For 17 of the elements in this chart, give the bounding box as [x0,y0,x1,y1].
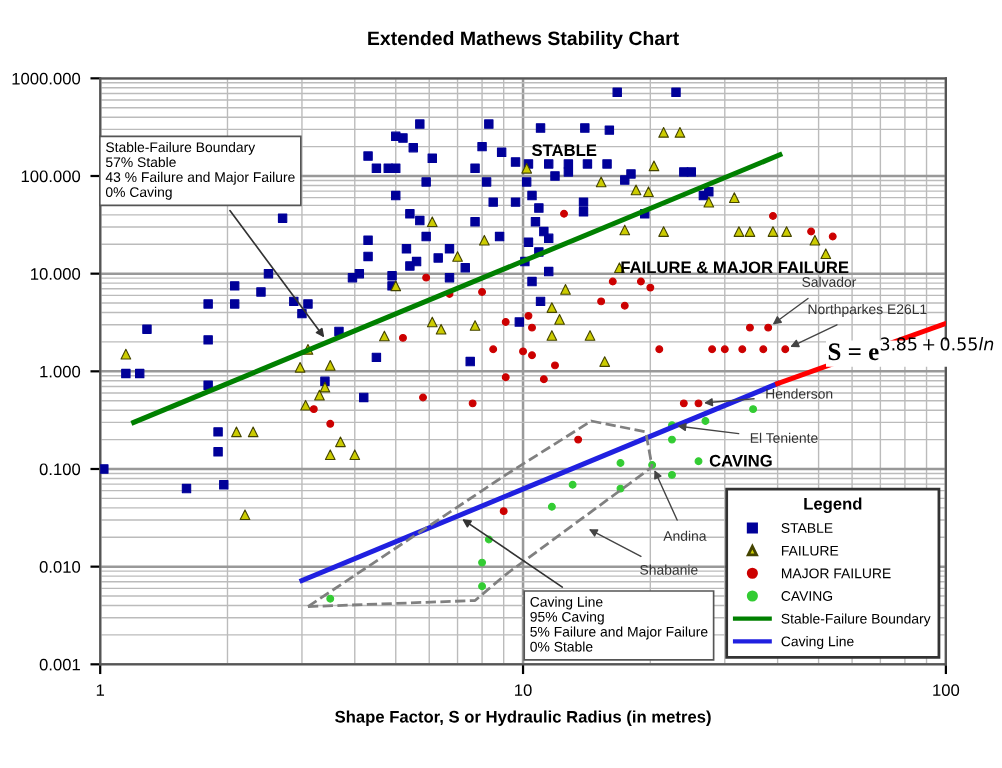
y-tick-label: 1000.000 [12,72,81,85]
y-tick-label: 0.001 [39,658,80,671]
annotation: FAILURE & MAJOR FAILURE [621,261,849,274]
legend-title: Legend [804,497,862,514]
x-tick-label: 10 [515,684,532,697]
y-tick-label: 10.000 [31,268,81,280]
y-tick-label: 1.000 [40,365,81,378]
y-tick-label: 100.000 [21,170,81,183]
x-axis-title: Shape Factor, S or Hydraulic Radius (in metres) [335,710,711,726]
annotation: CAVING [709,454,772,467]
y-tick-label: 0.100 [39,463,81,476]
y-tick-label: 0.010 [39,561,81,573]
annotation: S = e$^{3.85+0.55ln}$ [828,337,994,361]
chart-title: Extended Mathews Stability Chart [368,30,679,50]
annotation: STABLE [531,144,597,157]
x-tick-label: 100 [933,684,960,697]
x-tick-label: 1 [96,684,105,696]
